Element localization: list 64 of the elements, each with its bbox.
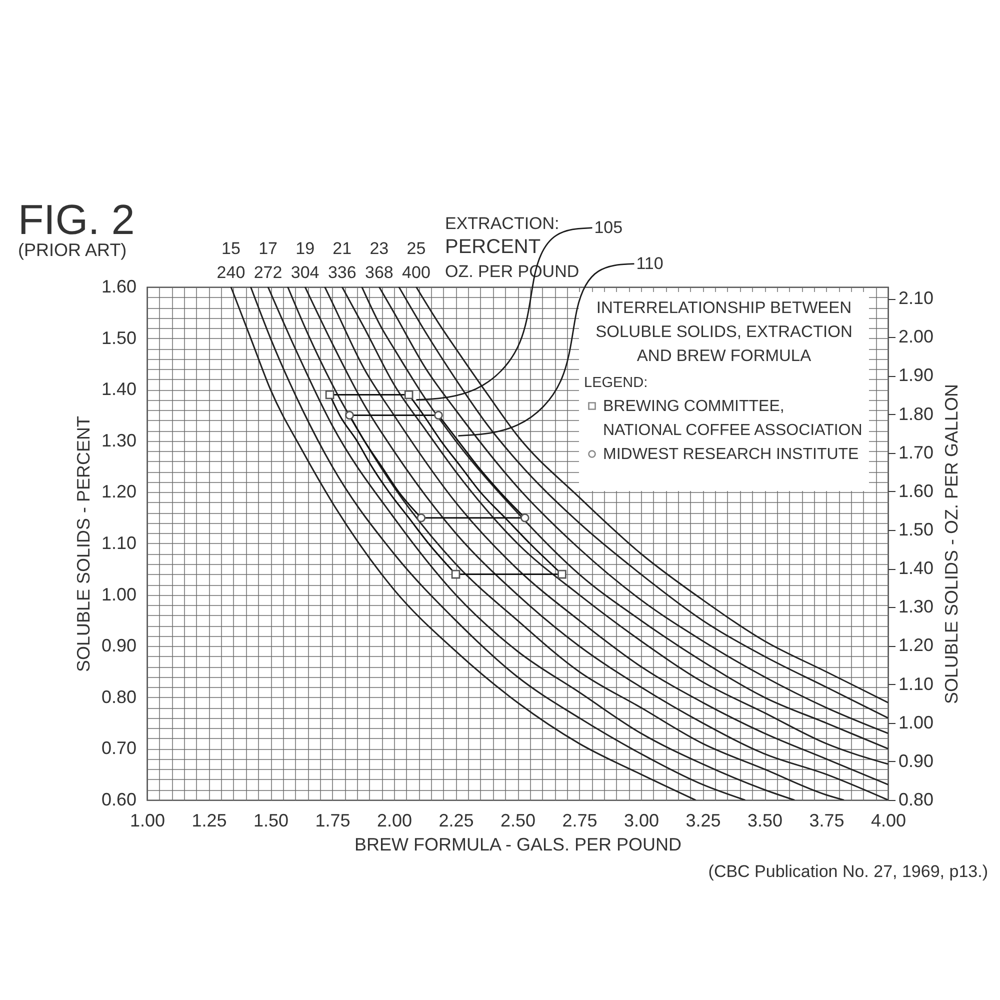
annotation: 105 — [594, 218, 623, 237]
x-tick-label: 2.75 — [562, 810, 598, 830]
legend-label: BREWING COMMITTEE, NATIONAL COFFEE ASSOCIATION — [603, 398, 862, 439]
y-tick-label: 0.60 — [101, 790, 136, 810]
legend-title: LEGEND: — [584, 375, 648, 391]
chart-subtitle: (PRIOR ART) — [18, 240, 127, 260]
chart-title: FIG. 2 — [18, 196, 135, 243]
y2-tick-label: 1.30 — [898, 596, 934, 617]
series-label: 19 — [296, 239, 315, 258]
series-label: 25 — [406, 239, 426, 258]
y2-tick-label: 1.00 — [898, 712, 934, 732]
annotation: 368 — [364, 263, 394, 282]
y2-tick-label: 1.80 — [898, 404, 934, 424]
x-tick-label: 3.50 — [747, 810, 783, 830]
x-axis-title: BREW FORMULA - GALS. PER POUND — [354, 834, 682, 854]
x-tick-label: 4.00 — [870, 810, 906, 830]
y2-tick-label: 1.40 — [898, 558, 934, 578]
text: (CBC Publication No. 27, 1969, p13.) — [708, 862, 988, 881]
x-tick-label: 2.50 — [500, 810, 536, 830]
y2-tick-label: 2.00 — [898, 326, 934, 347]
x-tick-label: 3.75 — [809, 810, 844, 830]
y2-tick-label: 1.70 — [898, 442, 934, 462]
y-tick-label: 0.80 — [101, 686, 136, 707]
series-label: 17 — [258, 239, 278, 258]
y2-tick-label: 1.50 — [898, 520, 934, 540]
annotation: 240 — [216, 263, 246, 282]
text: EXTRACTION: — [445, 214, 560, 233]
annotation: 272 — [254, 263, 282, 282]
x-tick-label: 3.25 — [686, 810, 721, 830]
annotation: INTERRELATIONSHIP BETWEEN SOLUBLE SOLIDS, EXTRACTION AND BREW FORMULA — [596, 299, 852, 365]
y2-tick-label: 1.90 — [898, 365, 934, 386]
y-tick-label: 1.60 — [101, 276, 136, 296]
annotation: 110 — [636, 254, 664, 273]
y2-axis-title: SOLUBLE SOLIDS - OZ. PER GALLON — [942, 384, 962, 704]
text: PERCENT — [445, 236, 541, 258]
y-tick-label: 0.90 — [101, 636, 136, 656]
y-tick-label: 1.10 — [101, 533, 136, 553]
series-label: 15 — [222, 239, 240, 258]
y2-tick-label: 2.10 — [898, 288, 934, 308]
x-tick-label: 1.75 — [315, 810, 350, 830]
y2-tick-label: 1.60 — [898, 480, 934, 501]
y-tick-label: 1.50 — [101, 328, 136, 348]
y-tick-label: 1.30 — [101, 430, 136, 450]
y-tick-label: 1.40 — [101, 379, 136, 400]
series-label: 23 — [370, 239, 389, 258]
y-axis-title: SOLUBLE SOLIDS - PERCENT — [73, 416, 94, 672]
x-tick-label: 3.00 — [624, 810, 660, 830]
x-tick-label: 2.00 — [376, 810, 412, 830]
annotation: 304 — [290, 263, 320, 282]
x-tick-label: 1.50 — [253, 810, 289, 830]
annotation: 400 — [402, 263, 430, 282]
y2-tick-label: 1.20 — [898, 635, 934, 656]
y-tick-label: 1.00 — [101, 584, 136, 604]
y2-tick-label: 1.10 — [898, 674, 934, 694]
y2-tick-label: 0.90 — [898, 750, 934, 771]
legend-label: MIDWEST RESEARCH INSTITUTE — [603, 446, 859, 463]
x-tick-label: 1.25 — [192, 810, 227, 830]
y2-tick-label: 0.80 — [898, 790, 934, 810]
x-tick-label: 1.00 — [130, 810, 166, 830]
y-tick-label: 1.20 — [101, 482, 136, 502]
annotation: 336 — [328, 263, 356, 282]
x-tick-label: 2.25 — [438, 810, 474, 830]
y-tick-label: 0.70 — [101, 738, 136, 758]
series-label: 21 — [332, 239, 352, 258]
